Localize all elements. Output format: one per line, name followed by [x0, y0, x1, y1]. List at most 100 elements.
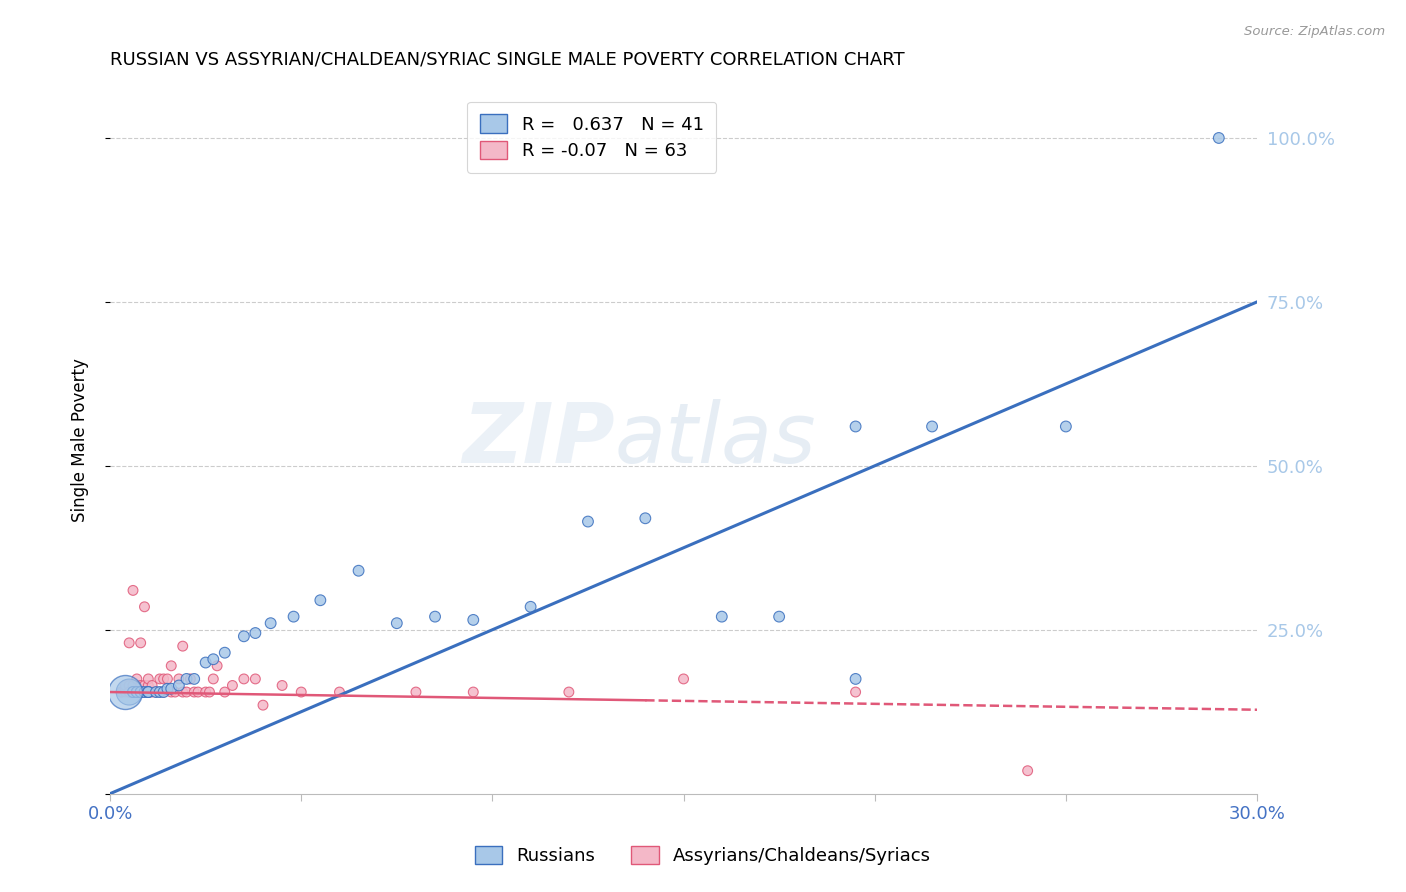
- Point: [129, 636, 152, 650]
- Point: [328, 685, 350, 699]
- Point: [176, 672, 198, 686]
- Legend: Russians, Assyrians/Chaldeans/Syriacs: Russians, Assyrians/Chaldeans/Syriacs: [465, 837, 941, 874]
- Y-axis label: Single Male Poverty: Single Male Poverty: [72, 358, 89, 522]
- Point: [259, 616, 281, 631]
- Legend: R =   0.637   N = 41, R = -0.07   N = 63: R = 0.637 N = 41, R = -0.07 N = 63: [467, 102, 716, 173]
- Point: [172, 639, 194, 653]
- Point: [110, 685, 132, 699]
- Point: [183, 672, 205, 686]
- Point: [134, 685, 156, 699]
- Point: [283, 609, 305, 624]
- Point: [114, 685, 136, 699]
- Point: [672, 672, 695, 686]
- Point: [519, 599, 541, 614]
- Point: [134, 685, 156, 699]
- Point: [136, 685, 159, 699]
- Point: [634, 511, 657, 525]
- Point: [160, 681, 183, 696]
- Point: [125, 685, 148, 699]
- Point: [167, 678, 190, 692]
- Point: [167, 672, 190, 686]
- Text: ZIP: ZIP: [463, 399, 614, 480]
- Point: [145, 685, 167, 699]
- Point: [152, 685, 174, 699]
- Point: [141, 678, 163, 692]
- Point: [194, 685, 217, 699]
- Point: [463, 685, 485, 699]
- Point: [110, 685, 132, 699]
- Point: [152, 685, 174, 699]
- Point: [114, 681, 136, 696]
- Point: [134, 678, 156, 692]
- Point: [152, 672, 174, 686]
- Point: [710, 609, 733, 624]
- Point: [125, 685, 148, 699]
- Point: [405, 685, 427, 699]
- Point: [122, 685, 145, 699]
- Point: [921, 419, 943, 434]
- Point: [160, 685, 183, 699]
- Point: [149, 685, 172, 699]
- Point: [136, 685, 159, 699]
- Point: [205, 658, 228, 673]
- Point: [134, 599, 156, 614]
- Point: [214, 685, 236, 699]
- Point: [385, 616, 408, 631]
- Point: [202, 652, 225, 666]
- Point: [221, 678, 243, 692]
- Point: [347, 564, 370, 578]
- Point: [118, 685, 141, 699]
- Point: [129, 678, 152, 692]
- Point: [202, 672, 225, 686]
- Point: [271, 678, 294, 692]
- Point: [252, 698, 274, 713]
- Point: [149, 685, 172, 699]
- Point: [122, 685, 145, 699]
- Point: [558, 685, 581, 699]
- Point: [768, 609, 790, 624]
- Point: [118, 678, 141, 692]
- Point: [1208, 131, 1230, 145]
- Point: [214, 646, 236, 660]
- Point: [187, 685, 209, 699]
- Point: [198, 685, 221, 699]
- Point: [122, 583, 145, 598]
- Point: [145, 685, 167, 699]
- Point: [136, 678, 159, 692]
- Point: [290, 685, 312, 699]
- Point: [136, 685, 159, 699]
- Point: [172, 685, 194, 699]
- Point: [309, 593, 332, 607]
- Point: [845, 672, 868, 686]
- Point: [576, 515, 599, 529]
- Point: [1054, 419, 1077, 434]
- Point: [179, 672, 201, 686]
- Point: [845, 685, 868, 699]
- Point: [114, 678, 136, 692]
- Text: Source: ZipAtlas.com: Source: ZipAtlas.com: [1244, 25, 1385, 38]
- Point: [156, 681, 179, 696]
- Point: [149, 672, 172, 686]
- Point: [176, 685, 198, 699]
- Point: [122, 685, 145, 699]
- Point: [114, 685, 136, 699]
- Point: [183, 685, 205, 699]
- Point: [232, 629, 254, 643]
- Point: [165, 685, 187, 699]
- Point: [129, 685, 152, 699]
- Point: [141, 685, 163, 699]
- Point: [125, 685, 148, 699]
- Point: [122, 678, 145, 692]
- Point: [423, 609, 446, 624]
- Point: [125, 685, 148, 699]
- Point: [245, 626, 267, 640]
- Point: [136, 672, 159, 686]
- Text: RUSSIAN VS ASSYRIAN/CHALDEAN/SYRIAC SINGLE MALE POVERTY CORRELATION CHART: RUSSIAN VS ASSYRIAN/CHALDEAN/SYRIAC SING…: [110, 51, 904, 69]
- Point: [463, 613, 485, 627]
- Point: [118, 685, 141, 699]
- Point: [1017, 764, 1039, 778]
- Point: [125, 672, 148, 686]
- Point: [160, 658, 183, 673]
- Point: [136, 685, 159, 699]
- Point: [194, 656, 217, 670]
